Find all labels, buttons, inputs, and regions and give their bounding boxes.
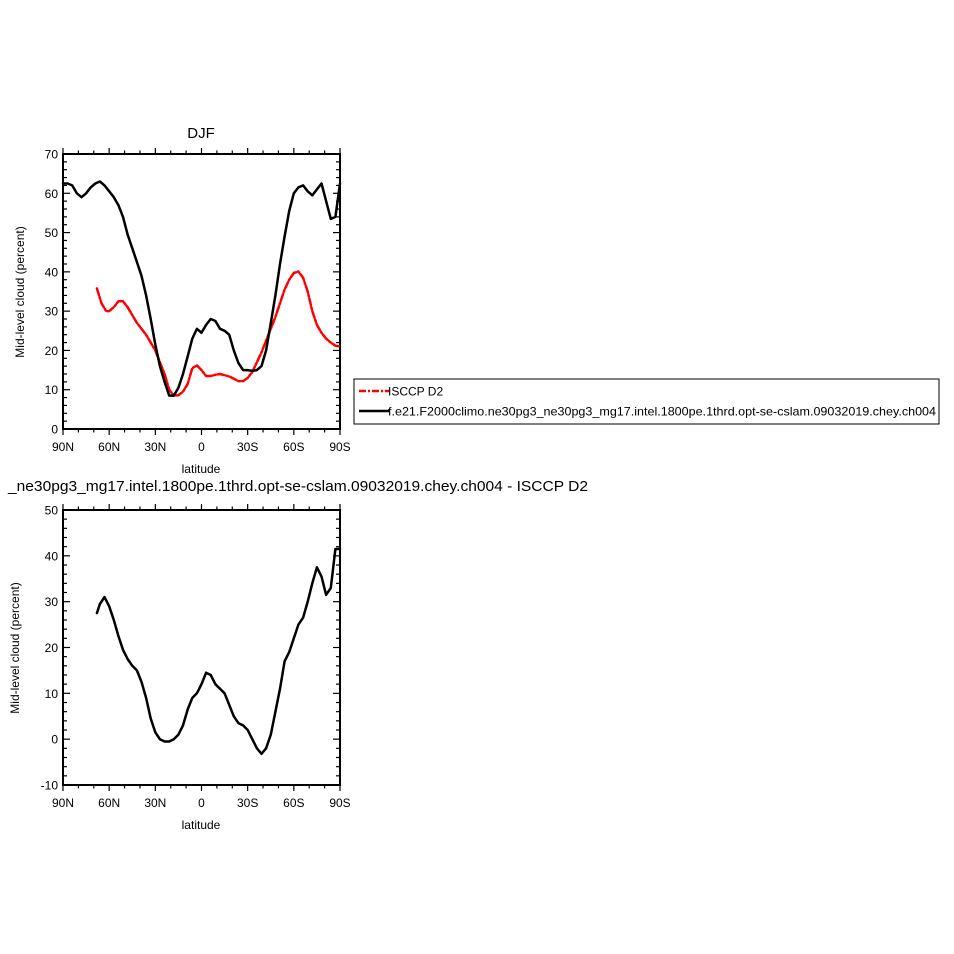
x-tick-label: 60N: [98, 796, 120, 810]
legend-box: [353, 378, 940, 425]
y-tick-label: 30: [45, 305, 59, 319]
y-tick-label: 50: [45, 504, 59, 518]
chart-title: _ne30pg3_mg17.intel.1800pe.1thrd.opt-se-…: [7, 478, 588, 495]
y-tick-label: 60: [45, 187, 59, 201]
y-axis-label: Mid-level cloud (percent): [8, 582, 22, 713]
x-tick-label: 30S: [237, 440, 258, 454]
y-tick-label: 0: [51, 733, 58, 747]
y-tick-label: 70: [45, 148, 59, 162]
plot-area: 0 10 20 30 40 50 60 70 90N 60N 30N 0 30S 60S 90S: [45, 148, 351, 455]
legend: ISCCP D2 f.e21.F2000climo.ne30pg3_ne30pg…: [353, 378, 940, 425]
x-tick-label: 60N: [98, 440, 120, 454]
chart-panel-djf: DJF Mid-level cloud (percent) latitude 0…: [13, 125, 351, 476]
x-tick-label: 60S: [283, 440, 304, 454]
y-axis-label: Mid-level cloud (percent): [13, 226, 27, 357]
y-tick-label: 50: [45, 226, 59, 240]
series-line-1: [61, 180, 342, 397]
x-tick-label: 0: [198, 796, 205, 810]
y-tick-label: -10: [41, 779, 59, 793]
x-tick-label: 90S: [329, 440, 350, 454]
x-tick-label: 90S: [329, 796, 350, 810]
y-tick-label: 40: [45, 549, 59, 563]
y-tick-label: 30: [45, 595, 59, 609]
series-line-0: [95, 547, 342, 756]
chart-panel-difference: _ne30pg3_mg17.intel.1800pe.1thrd.opt-se-…: [7, 478, 588, 832]
x-tick-label: 60S: [283, 796, 304, 810]
series-line-0: [95, 270, 342, 397]
x-tick-label: 90N: [52, 796, 74, 810]
x-tick-label: 0: [198, 440, 205, 454]
chart-title: DJF: [187, 125, 215, 142]
x-axis-label: latitude: [182, 462, 221, 476]
plot-area: -10 0 10 20 30 40 50 90N 60N 30N 0 30S 60S 90S: [41, 504, 351, 811]
legend-label-model: f.e21.F2000climo.ne30pg3_ne30pg3_mg17.in…: [388, 405, 936, 419]
x-tick-label: 90N: [52, 440, 74, 454]
y-tick-label: 10: [45, 383, 59, 397]
y-tick-label: 10: [45, 687, 59, 701]
y-tick-label: 20: [45, 344, 59, 358]
y-tick-label: 40: [45, 265, 59, 279]
y-tick-label: 0: [51, 423, 58, 437]
x-axis-label: latitude: [182, 818, 221, 832]
x-tick-label: 30S: [237, 796, 258, 810]
legend-label-isccp: ISCCP D2: [388, 385, 443, 399]
y-tick-label: 20: [45, 641, 59, 655]
plot-frame: [62, 509, 341, 786]
x-tick-label: 30N: [144, 796, 166, 810]
plot-frame: [62, 153, 341, 430]
x-tick-label: 30N: [144, 440, 166, 454]
